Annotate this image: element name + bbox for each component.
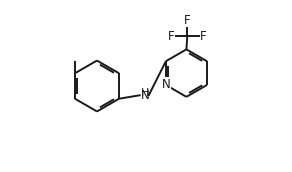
Text: F: F	[184, 14, 191, 27]
Text: F: F	[200, 30, 207, 43]
Text: F: F	[168, 30, 174, 43]
Text: N: N	[140, 89, 149, 103]
Text: H: H	[141, 88, 149, 98]
Text: N: N	[161, 78, 170, 92]
